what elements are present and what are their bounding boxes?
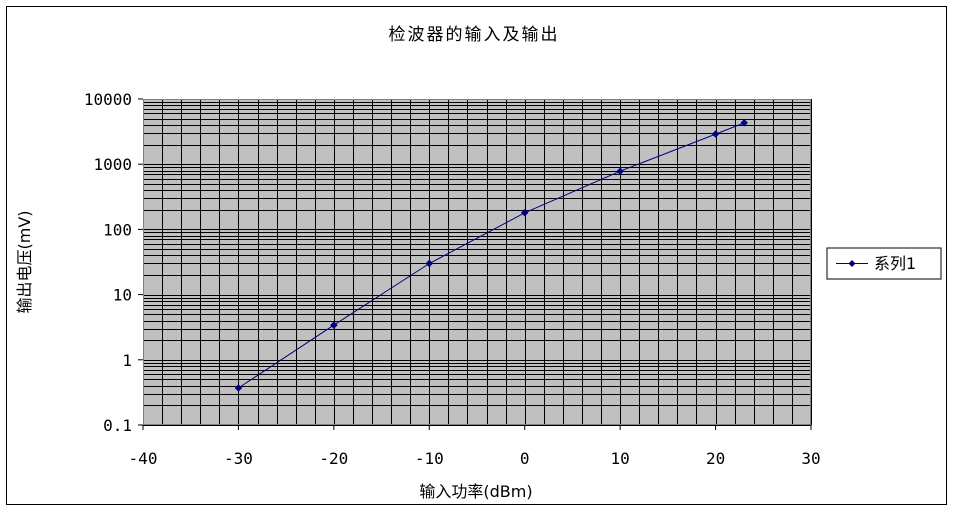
data-point xyxy=(234,384,243,392)
x-tick-label: -40 xyxy=(129,449,158,468)
x-tick-label: 10 xyxy=(611,449,630,468)
x-tick-label: -30 xyxy=(224,449,253,468)
y-tick-label: 0.1 xyxy=(103,416,132,435)
y-tick-label: 1 xyxy=(122,351,132,370)
data-point xyxy=(711,130,720,138)
data-point xyxy=(520,208,529,217)
x-tick-label: 20 xyxy=(706,449,725,468)
plot-background xyxy=(143,99,811,425)
x-tick-label: -10 xyxy=(415,449,444,468)
y-tick-label: 10 xyxy=(113,286,132,305)
data-point xyxy=(740,119,749,127)
x-axis-title: 输入功率(dBm) xyxy=(419,482,532,501)
y-axis-title: 输出电压(mV) xyxy=(15,210,34,313)
legend-marker xyxy=(848,260,856,267)
x-tick-label: -20 xyxy=(319,449,348,468)
data-point xyxy=(425,259,434,268)
plot-area: -40 -30 -20 -10 0 10 20 30 0.1 1 10 100 1000 10000 xyxy=(84,90,821,468)
y-tick-label: 10000 xyxy=(84,90,132,109)
data-point xyxy=(616,167,624,176)
x-tick-label: 30 xyxy=(801,449,820,468)
y-tick-label: 1000 xyxy=(93,155,132,174)
plot-border xyxy=(143,99,811,425)
legend-label: 系列1 xyxy=(874,254,916,273)
chart-title: 检波器的输入及输出 xyxy=(389,25,560,45)
y-tick-label: 100 xyxy=(103,220,132,239)
legend: 系列1 xyxy=(826,247,942,280)
data-point xyxy=(330,321,338,330)
x-tick-label: 0 xyxy=(520,449,530,468)
